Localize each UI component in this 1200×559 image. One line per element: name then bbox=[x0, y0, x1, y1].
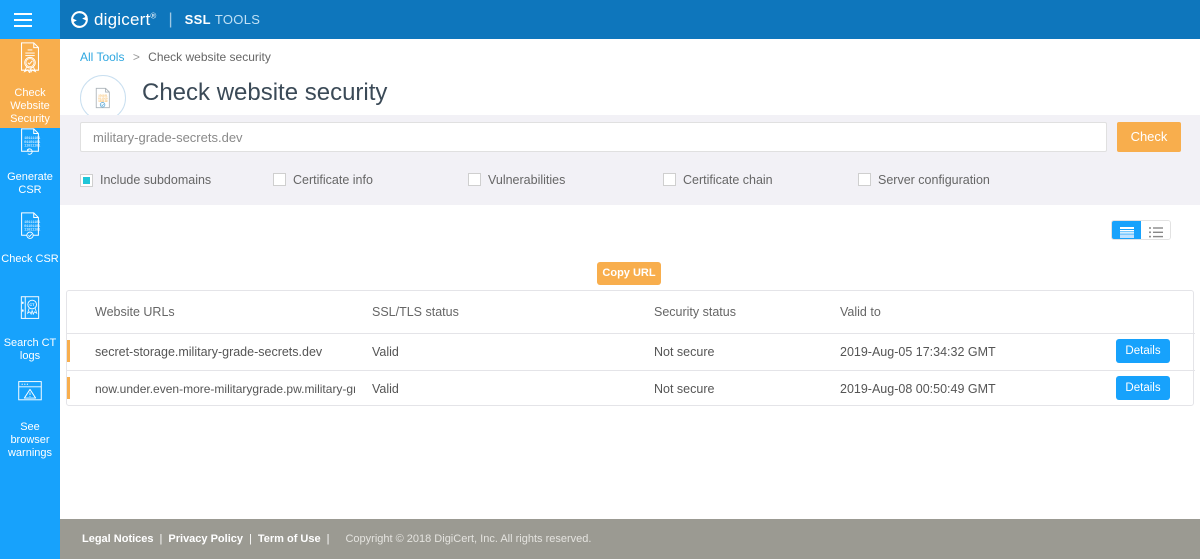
svg-text:11011101: 11011101 bbox=[24, 229, 41, 233]
svg-text:CT: CT bbox=[29, 303, 35, 307]
svg-text:11011101: 11011101 bbox=[24, 145, 41, 149]
